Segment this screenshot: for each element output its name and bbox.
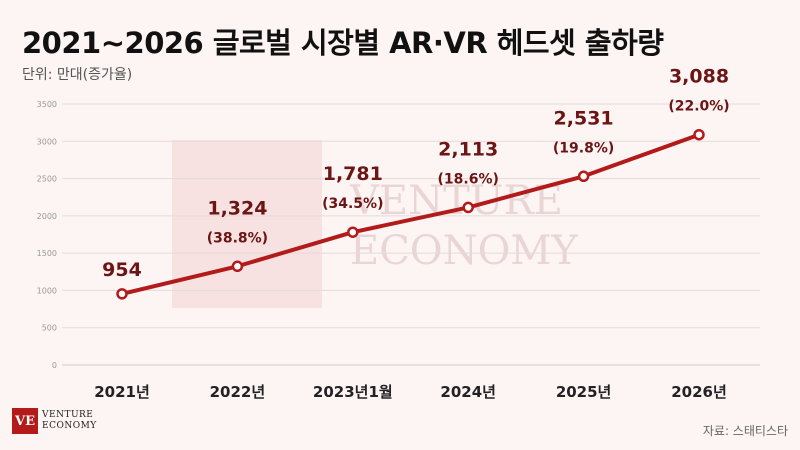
x-tick-label: 2025년 bbox=[556, 383, 612, 401]
data-value-label: 954 bbox=[102, 259, 142, 281]
y-tick-label: 2500 bbox=[37, 175, 57, 184]
logo-word-venture: VENTURE bbox=[42, 410, 94, 420]
y-tick-label: 500 bbox=[42, 324, 57, 333]
unit-label: 단위: 만대(증가율) bbox=[22, 67, 133, 83]
data-value-label: 2,113 bbox=[438, 138, 498, 160]
y-tick-label: 1500 bbox=[37, 249, 57, 258]
x-tick-label: 2026년 bbox=[671, 383, 727, 401]
x-tick-label: 2024년 bbox=[440, 383, 496, 401]
x-tick-label: 2022년 bbox=[210, 383, 266, 401]
x-tick-label: 2021년 bbox=[94, 383, 150, 401]
y-tick-label: 1000 bbox=[37, 286, 57, 295]
source-note: 자료: 스태티스타 bbox=[702, 424, 788, 438]
y-tick-label: 3500 bbox=[37, 100, 57, 109]
data-point bbox=[462, 201, 474, 214]
watermark-text-economy: ECONOMY bbox=[350, 228, 578, 274]
growth-rate-label: (19.8%) bbox=[553, 140, 614, 156]
x-tick-label: 2023년1월 bbox=[313, 383, 393, 401]
data-point bbox=[577, 170, 590, 183]
growth-rate-label: (18.6%) bbox=[438, 171, 499, 187]
growth-rate-label: (34.5%) bbox=[322, 196, 383, 212]
y-tick-label: 0 bbox=[52, 361, 57, 370]
data-point bbox=[116, 288, 128, 300]
data-point bbox=[231, 260, 244, 273]
data-value-label: 1,781 bbox=[323, 163, 383, 185]
data-point bbox=[693, 128, 705, 141]
chart-title: 2021~2026 글로벌 시장별 AR·VR 헤드셋 출하량 bbox=[22, 26, 664, 60]
data-point bbox=[347, 226, 359, 238]
data-value-label: 3,088 bbox=[669, 66, 729, 88]
series-line bbox=[120, 132, 701, 296]
growth-rate-label: (22.0%) bbox=[668, 99, 729, 115]
y-tick-label: 2000 bbox=[37, 212, 57, 221]
logo-word-economy: ECONOMY bbox=[42, 421, 97, 431]
venture-economy-logo: VE VENTURE ECONOMY bbox=[12, 408, 97, 434]
y-tick-label: 3000 bbox=[37, 137, 57, 146]
growth-rate-label: (38.8%) bbox=[207, 230, 268, 246]
data-value-label: 1,324 bbox=[207, 197, 267, 219]
watermark-logo-block bbox=[172, 140, 322, 308]
logo-mark: VE bbox=[12, 408, 38, 434]
data-value-label: 2,531 bbox=[554, 107, 614, 129]
